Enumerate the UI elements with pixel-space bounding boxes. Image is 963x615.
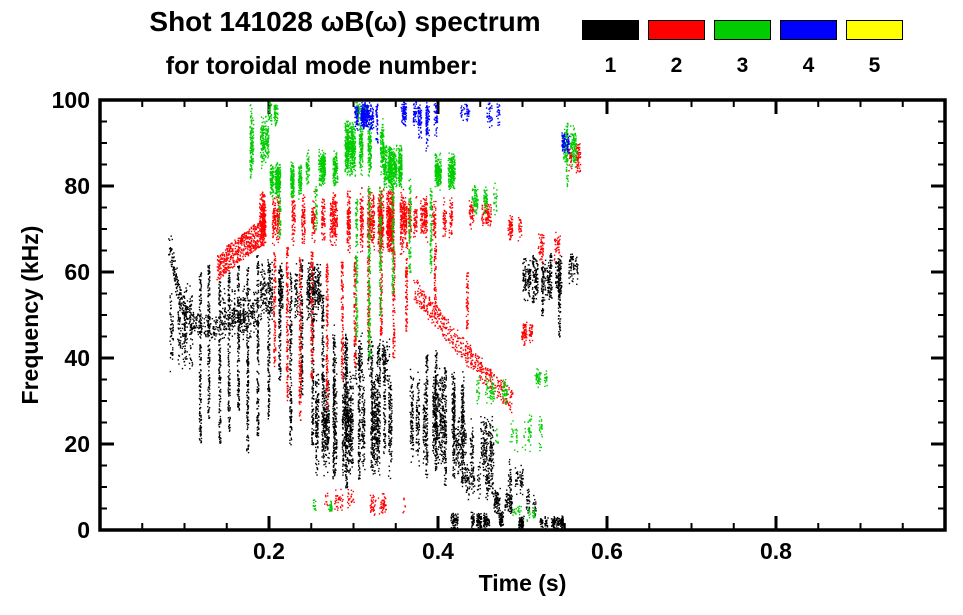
y-tick-label: 0	[77, 517, 90, 543]
x-tick-label: 0.6	[591, 538, 623, 564]
x-tick-label: 0.8	[760, 538, 792, 564]
legend-label-mode-1: 1	[604, 54, 617, 77]
x-tick-label: 0.4	[422, 538, 454, 564]
y-tick-label: 60	[64, 259, 90, 285]
y-tick-label: 40	[64, 345, 90, 371]
chart-subtitle: for toroidal mode number:	[165, 52, 479, 80]
y-tick-label: 80	[64, 173, 90, 199]
legend-swatch-mode-3	[714, 20, 771, 40]
legend-swatch-mode-2	[648, 20, 705, 40]
legend-item-mode-1: 1	[582, 20, 639, 76]
legend-item-mode-3: 3	[714, 20, 771, 76]
legend-swatch-mode-4	[780, 20, 837, 40]
chart-title: Shot 141028 ωB(ω) spectrum	[149, 6, 541, 37]
legend-item-mode-4: 4	[780, 20, 837, 76]
legend-swatch-mode-5	[846, 20, 903, 40]
mode-legend: 1 2 3 4 5	[582, 20, 903, 76]
y-axis-title: Frequency (kHz)	[17, 225, 43, 405]
legend-item-mode-2: 2	[648, 20, 705, 76]
y-tick-label: 20	[64, 431, 90, 457]
x-axis-title: Time (s)	[478, 570, 567, 596]
legend-label-mode-4: 4	[802, 54, 815, 77]
legend-label-mode-2: 2	[670, 54, 683, 77]
legend-swatch-mode-1	[582, 20, 639, 40]
x-tick-label: 0.2	[253, 538, 285, 564]
legend-label-mode-5: 5	[868, 54, 881, 77]
legend-item-mode-5: 5	[846, 20, 903, 76]
y-tick-label: 100	[51, 87, 90, 113]
legend-label-mode-3: 3	[736, 54, 749, 77]
